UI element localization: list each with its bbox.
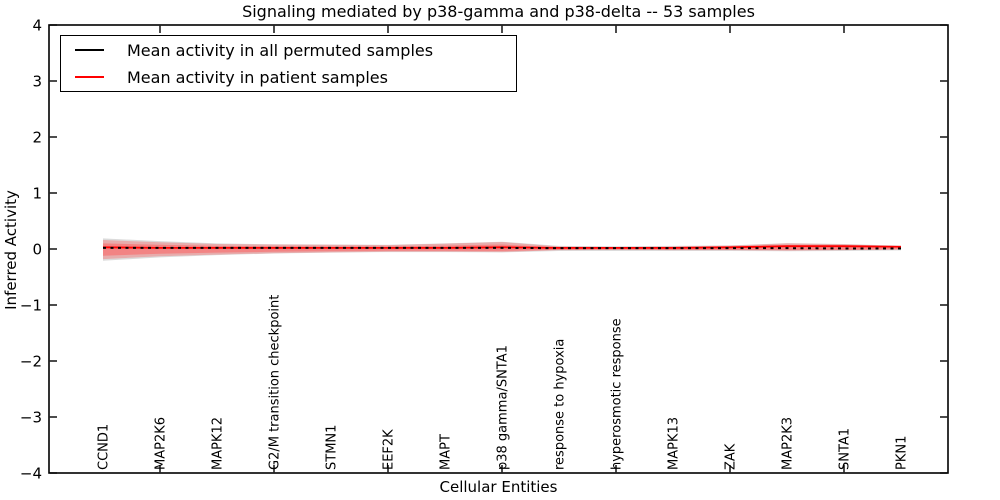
chart-title: Signaling mediated by p38-gamma and p38-…	[242, 2, 755, 21]
legend-label-permuted: Mean activity in all permuted samples	[127, 40, 434, 60]
x-category-label: ZAK	[724, 443, 739, 470]
legend-item-patient: Mean activity in patient samples	[61, 64, 516, 90]
x-category-label: hyperosmotic response	[610, 318, 625, 470]
permuted-std-band	[103, 238, 901, 261]
x-category-label: MAPK12	[211, 417, 226, 470]
y-axis-label: Inferred Activity	[2, 190, 20, 310]
y-tick-label: −3	[20, 409, 42, 427]
x-category-label: MAP2K6	[154, 417, 169, 470]
y-tick-label: 3	[32, 73, 42, 91]
x-category-label: G2/M transition checkpoint	[268, 295, 283, 470]
y-tick-label: 2	[32, 129, 42, 147]
legend-item-permuted: Mean activity in all permuted samples	[61, 37, 516, 63]
x-category-label: STMN1	[325, 425, 340, 470]
y-tick-label: −1	[20, 297, 42, 315]
x-category-label: EEF2K	[382, 429, 397, 470]
x-category-label: SNTA1	[838, 428, 853, 470]
axes-frame	[48, 24, 949, 474]
x-category-label: CCND1	[97, 424, 112, 470]
x-category-label: MAPT	[439, 434, 454, 470]
y-tick-label: −4	[20, 465, 42, 483]
legend-label-patient: Mean activity in patient samples	[127, 67, 388, 87]
x-category-label: MAP2K3	[781, 417, 796, 470]
x-category-label: response to hypoxia	[553, 339, 568, 470]
patient-line-swatch	[75, 76, 104, 78]
legend-box: Mean activity in all permuted samples Me…	[60, 35, 517, 92]
x-category-label: p38 gamma/SNTA1	[496, 345, 511, 470]
permuted-mean-line	[103, 246, 901, 250]
x-category-label: PKN1	[895, 436, 910, 470]
x-category-label: MAPK13	[667, 417, 682, 470]
y-tick-label: 4	[32, 17, 42, 35]
y-tick-label: −2	[20, 353, 42, 371]
permuted-line-swatch	[75, 49, 104, 51]
patient-std-band-inner	[103, 243, 901, 256]
patient-std-band-outer	[103, 240, 901, 260]
x-axis-label: Cellular Entities	[439, 478, 558, 496]
y-tick-label: 1	[32, 185, 42, 203]
y-tick-label: 0	[32, 241, 42, 259]
